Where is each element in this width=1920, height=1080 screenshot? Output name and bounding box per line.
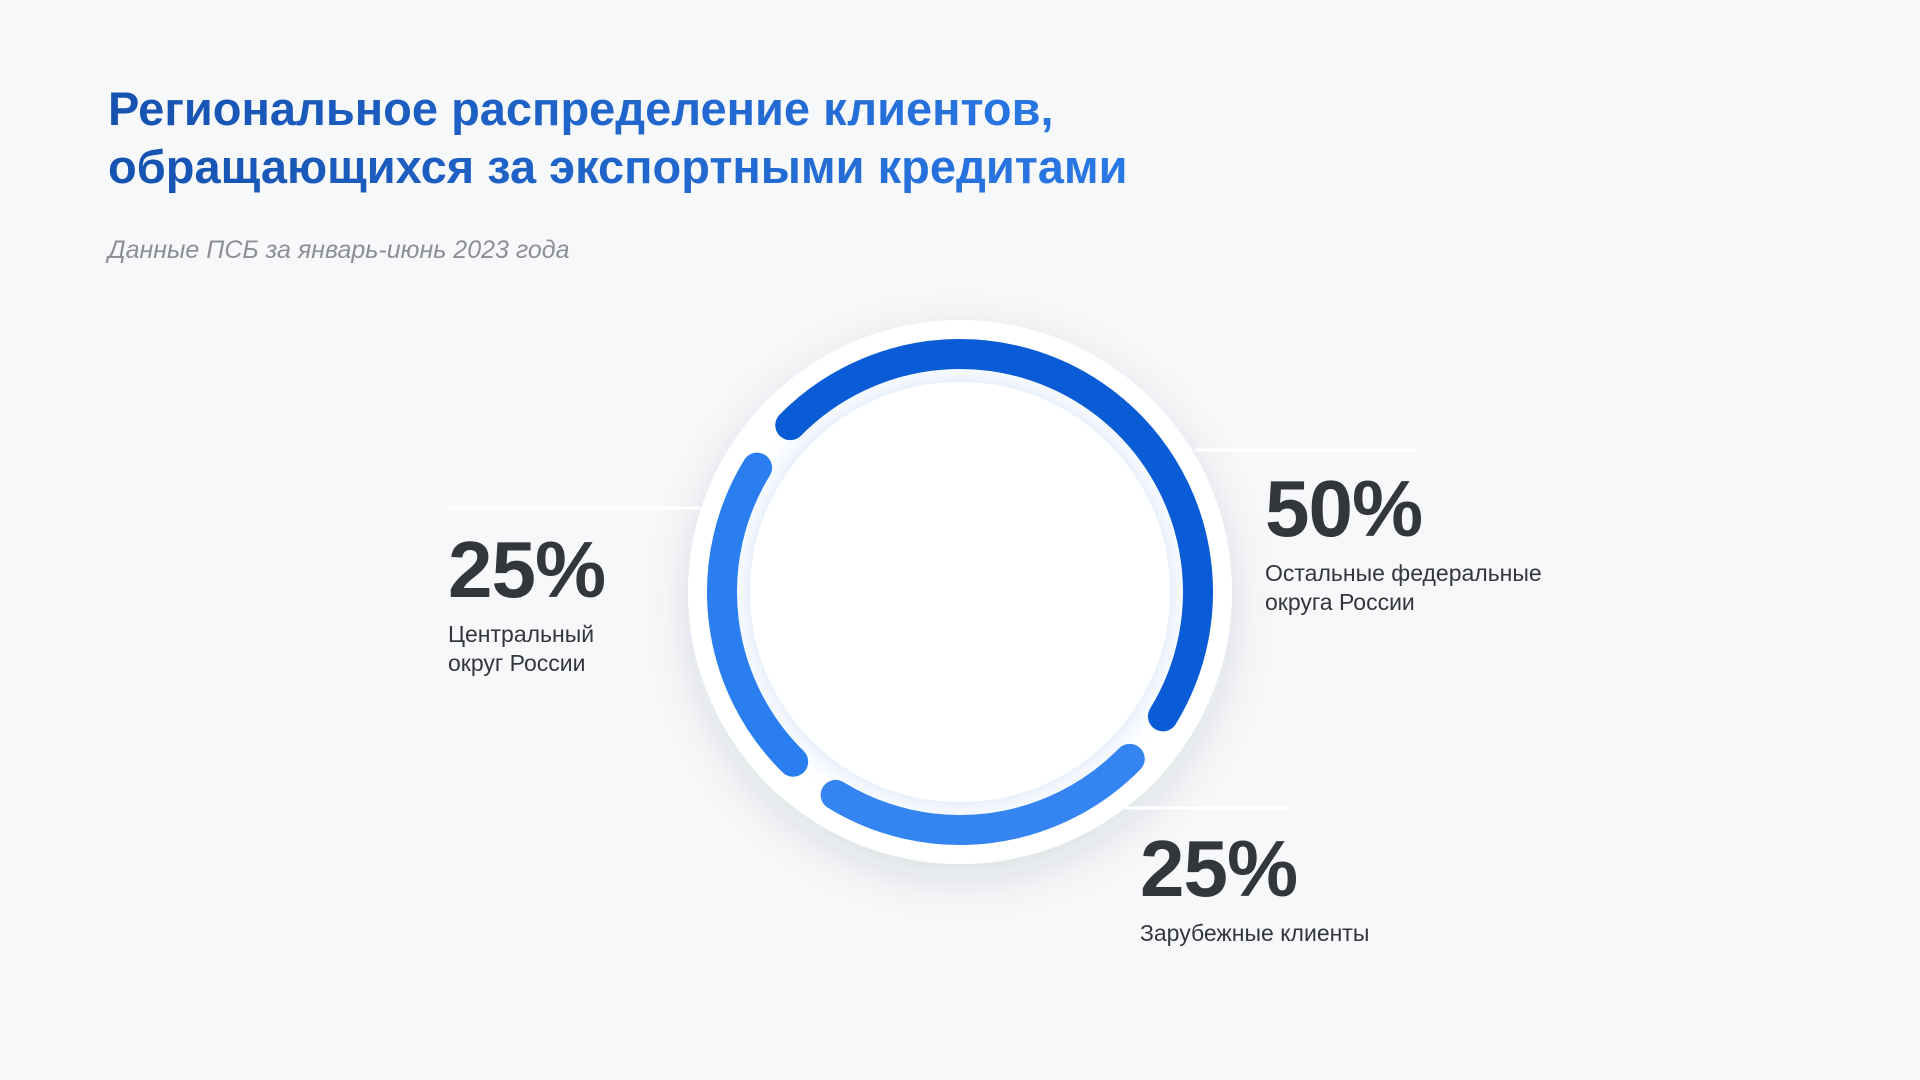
chart-inner-disc <box>750 382 1170 802</box>
label-foreign-text: Зарубежные клиенты <box>1140 920 1370 946</box>
segment-foreign-clients <box>820 743 1145 845</box>
label-foreign-clients: 25% Зарубежные клиенты <box>1140 829 1369 948</box>
label-central-district: 25% Центральный округ России <box>448 525 606 678</box>
label-central-value: 25% <box>448 525 606 614</box>
label-other-value: 50% <box>1265 464 1423 553</box>
label-central-text: Центральный округ России <box>448 621 595 676</box>
label-other-districts: 50% Остальные федеральные округа России <box>1265 469 1542 617</box>
segment-central-district <box>707 452 809 777</box>
segment-other-districts <box>775 339 1213 732</box>
label-foreign-value: 25% <box>1140 824 1298 913</box>
label-other-text: Остальные федеральные округа России <box>1265 560 1542 615</box>
page-subtitle: Данные ПСБ за январь-июнь 2023 года <box>108 236 570 264</box>
